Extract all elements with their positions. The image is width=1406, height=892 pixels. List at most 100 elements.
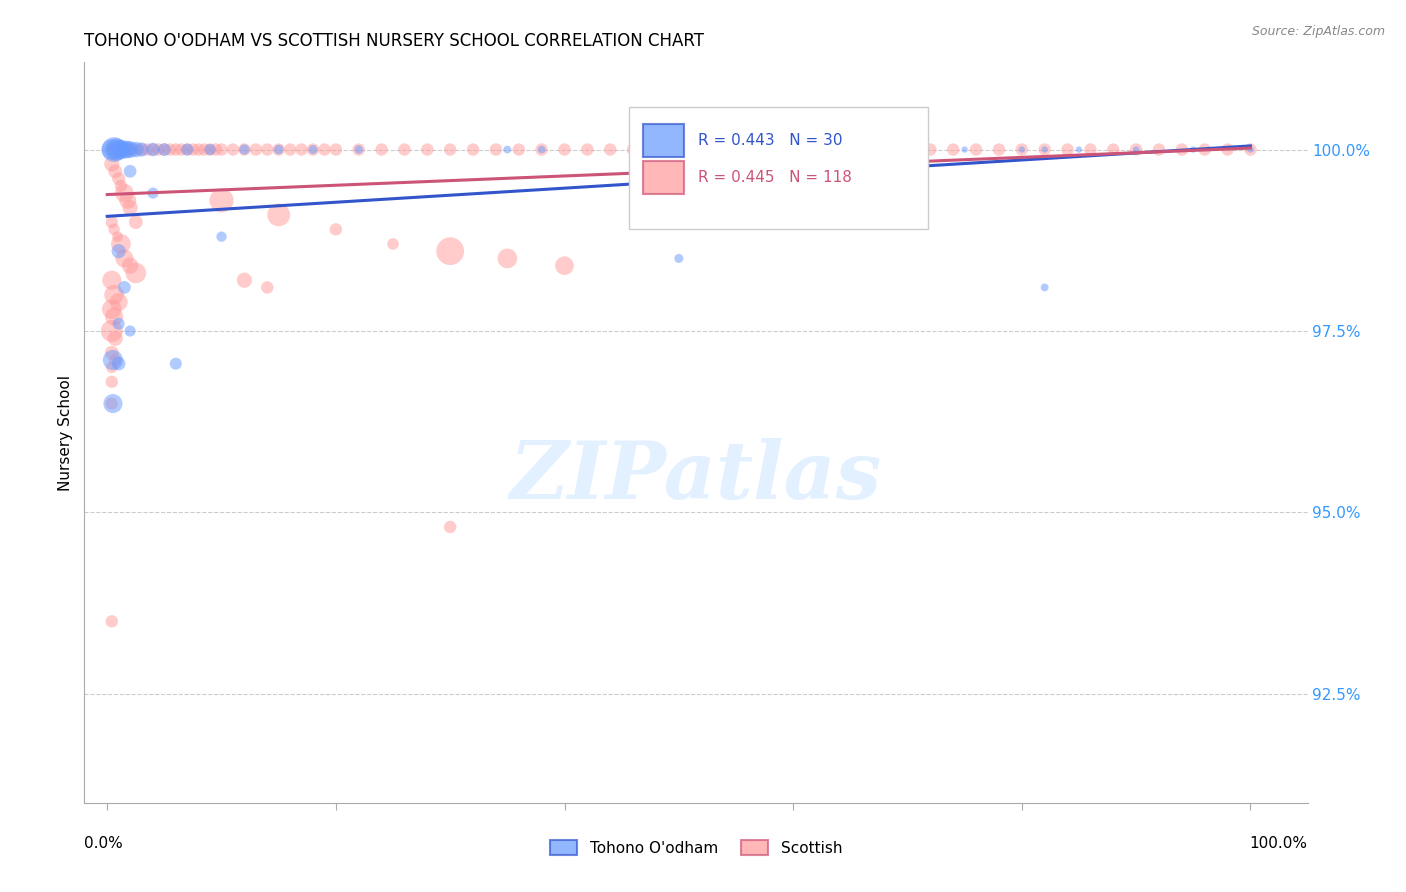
Point (176, 143, 198, 157)
Point (103, 143, 125, 157)
Point (804, 143, 827, 157)
Bar (644, 161, 683, 194)
Point (382, 236, 405, 251)
Point (370, 143, 392, 157)
Point (107, 357, 129, 371)
Point (782, 143, 804, 157)
Point (496, 252, 519, 266)
Point (211, 194, 233, 208)
Point (245, 143, 267, 157)
Point (1239, 143, 1261, 157)
Point (576, 143, 599, 157)
Point (117, 143, 139, 157)
Point (103, 287, 125, 301)
Point (394, 143, 416, 157)
Point (101, 324, 124, 338)
Point (165, 357, 187, 371)
Bar (628, 107, 928, 229)
Point (104, 331, 127, 345)
Point (1011, 143, 1033, 157)
Point (1033, 143, 1056, 157)
Point (1171, 143, 1194, 157)
Legend: Tohono O'odham, Scottish: Tohono O'odham, Scottish (544, 834, 848, 862)
Point (302, 143, 325, 157)
Text: R = 0.443   N = 30: R = 0.443 N = 30 (699, 133, 844, 148)
Point (278, 143, 301, 157)
Point (120, 143, 142, 157)
Point (148, 143, 170, 157)
Point (176, 143, 198, 157)
Point (325, 143, 347, 157)
Point (120, 164, 142, 178)
Point (105, 143, 128, 157)
Point (530, 143, 553, 157)
Point (1080, 143, 1102, 157)
Point (416, 143, 439, 157)
Point (314, 143, 336, 157)
Point (439, 244, 461, 259)
Point (153, 143, 176, 157)
Point (103, 310, 125, 324)
Point (302, 143, 325, 157)
Point (112, 186, 135, 200)
Point (713, 143, 735, 157)
Point (112, 143, 135, 157)
Point (112, 280, 135, 294)
Point (153, 143, 176, 157)
Point (101, 353, 124, 368)
Bar (644, 123, 683, 157)
Point (782, 143, 804, 157)
Point (896, 143, 918, 157)
Point (233, 273, 256, 287)
Point (211, 229, 233, 244)
Point (920, 143, 942, 157)
Point (120, 201, 142, 215)
Point (1033, 280, 1056, 294)
Point (256, 280, 278, 294)
Point (101, 615, 124, 629)
Point (198, 143, 221, 157)
Point (165, 143, 187, 157)
Point (267, 143, 290, 157)
Point (101, 345, 124, 359)
Y-axis label: Nursery School: Nursery School (58, 375, 73, 491)
Point (187, 143, 209, 157)
Point (104, 353, 127, 368)
Point (142, 186, 165, 200)
Point (1239, 143, 1261, 157)
Text: ZIPatlas: ZIPatlas (510, 438, 882, 516)
Point (851, 143, 873, 157)
Point (107, 229, 129, 244)
Point (101, 396, 124, 410)
Point (120, 259, 142, 273)
Point (170, 143, 193, 157)
Point (267, 208, 290, 222)
Point (553, 143, 575, 157)
Point (599, 143, 621, 157)
Point (759, 143, 782, 157)
Point (101, 143, 124, 157)
Point (125, 266, 148, 280)
Point (1216, 143, 1239, 157)
Point (193, 143, 215, 157)
Point (107, 143, 129, 157)
Point (101, 360, 124, 375)
Point (107, 244, 129, 259)
Point (496, 143, 519, 157)
Text: 0.0%: 0.0% (84, 836, 124, 851)
Point (1067, 143, 1090, 157)
Point (125, 215, 148, 229)
Point (142, 143, 165, 157)
Point (290, 143, 312, 157)
Point (530, 143, 553, 157)
Point (117, 194, 139, 208)
Point (1194, 143, 1216, 157)
Point (125, 143, 148, 157)
Point (107, 171, 129, 186)
Point (737, 143, 759, 157)
Point (965, 143, 987, 157)
Point (112, 252, 135, 266)
Point (101, 215, 124, 229)
Point (645, 143, 668, 157)
Point (101, 375, 124, 389)
